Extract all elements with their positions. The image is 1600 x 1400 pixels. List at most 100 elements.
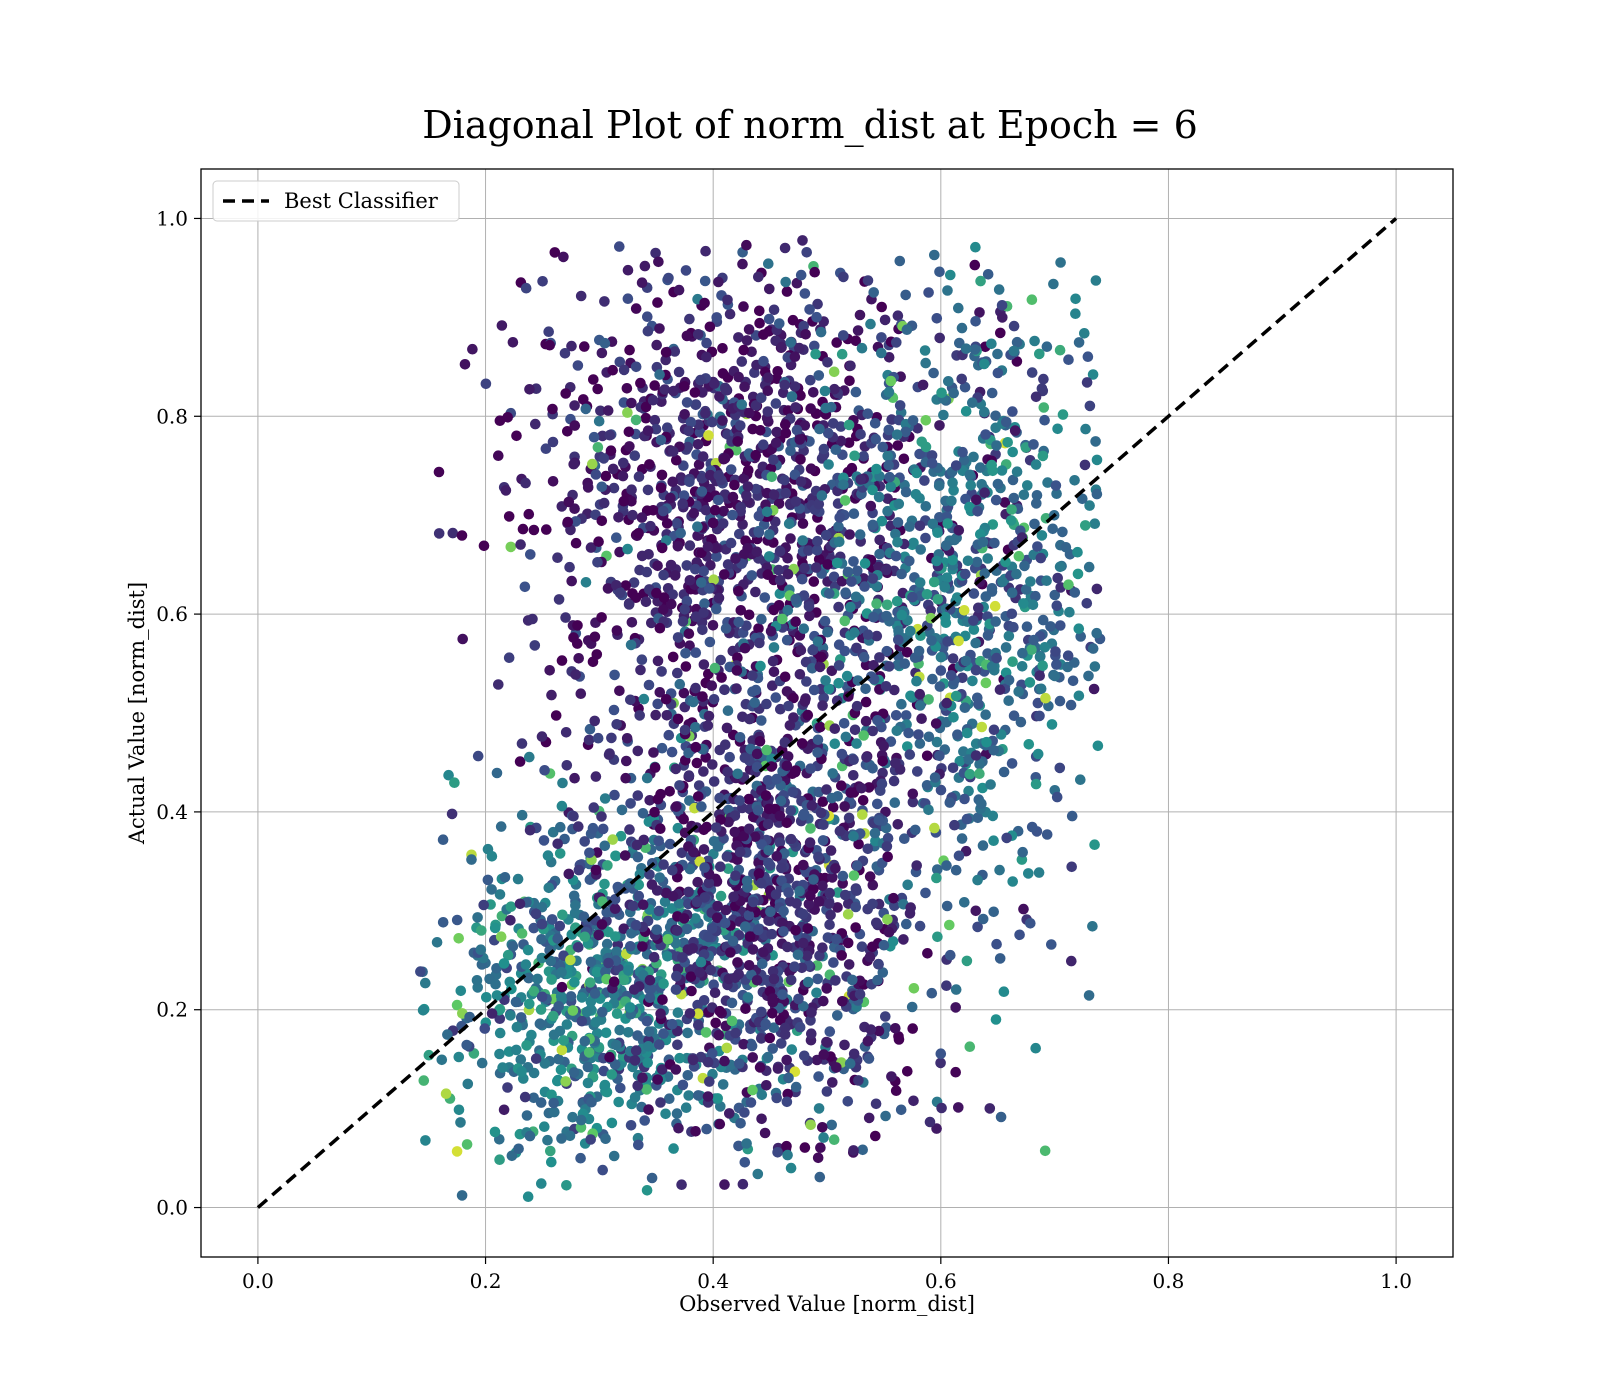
scatter-point: [1014, 929, 1025, 941]
scatter-point: [590, 771, 602, 782]
scatter-point: [870, 433, 882, 445]
scatter-point: [478, 899, 490, 911]
scatter-point: [824, 588, 835, 599]
scatter-point: [778, 905, 789, 917]
scatter-point: [1037, 614, 1049, 626]
scatter-point: [1046, 719, 1058, 730]
scatter-point: [1037, 660, 1048, 671]
scatter-point: [1041, 341, 1053, 353]
scatter-point: [896, 609, 908, 621]
scatter-point: [735, 605, 747, 616]
scatter-point: [743, 324, 755, 335]
scatter-point: [1063, 579, 1074, 590]
scatter-point: [535, 1097, 547, 1108]
scatter-point: [872, 974, 883, 986]
scatter-point: [783, 700, 794, 712]
scatter-point: [550, 710, 562, 721]
scatter-point: [742, 481, 754, 492]
scatter-point: [965, 480, 977, 491]
scatter-point: [663, 729, 675, 741]
x-tick-label: 0.4: [697, 1269, 729, 1293]
scatter-point: [893, 625, 904, 637]
scatter-point: [652, 560, 663, 572]
scatter-point: [830, 975, 841, 986]
scatter-point: [720, 739, 731, 750]
scatter-point: [1087, 369, 1099, 380]
scatter-point: [719, 569, 730, 580]
scatter-point: [750, 684, 762, 696]
scatter-point: [816, 651, 827, 663]
scatter-point: [932, 931, 943, 943]
scatter-point: [878, 939, 890, 951]
scatter-point: [507, 337, 519, 348]
scatter-point: [651, 924, 663, 935]
scatter-point: [923, 731, 935, 743]
scatter-point: [608, 482, 620, 494]
scatter-point: [638, 693, 650, 705]
scatter-point: [1066, 810, 1078, 822]
scatter-point: [687, 696, 699, 708]
scatter-point: [472, 750, 484, 762]
scatter-point: [684, 476, 695, 488]
scatter-point: [466, 854, 477, 865]
scatter-point: [812, 636, 824, 647]
scatter-point: [907, 591, 918, 603]
scatter-point: [610, 850, 621, 862]
scatter-point: [805, 1015, 816, 1026]
scatter-point: [823, 459, 834, 470]
scatter-point: [662, 951, 673, 962]
scatter-point: [914, 738, 926, 749]
scatter-point: [653, 905, 665, 917]
scatter-point: [660, 347, 672, 358]
scatter-point: [985, 779, 996, 790]
scatter-point: [722, 766, 733, 778]
scatter-point: [528, 985, 540, 997]
scatter-point: [821, 983, 832, 994]
scatter-point: [570, 669, 581, 680]
scatter-point: [587, 656, 599, 668]
scatter-point: [1029, 518, 1040, 530]
scatter-point: [781, 760, 793, 772]
scatter-point: [647, 394, 659, 406]
scatter-point: [671, 454, 682, 466]
scatter-point: [850, 591, 862, 603]
scatter-point: [701, 1123, 712, 1135]
scatter-point: [1038, 373, 1049, 385]
scatter-point: [780, 276, 791, 288]
scatter-point: [433, 528, 445, 539]
scatter-point: [990, 1014, 1002, 1025]
scatter-point: [926, 635, 937, 646]
scatter-point: [667, 476, 678, 488]
scatter-point: [770, 516, 781, 528]
scatter-point: [552, 552, 563, 563]
scatter-point: [729, 826, 741, 838]
scatter-point: [681, 560, 693, 571]
scatter-point: [970, 241, 981, 253]
scatter-point: [975, 275, 986, 287]
scatter-point: [821, 1036, 832, 1048]
scatter-point: [849, 627, 860, 638]
scatter-point: [697, 624, 708, 636]
scatter-point: [556, 981, 568, 993]
scatter-point: [695, 374, 706, 386]
x-tick-label: 0.8: [1153, 1269, 1185, 1293]
scatter-point: [681, 397, 693, 408]
scatter-point: [606, 1069, 618, 1080]
scatter-point: [503, 652, 515, 663]
scatter-point: [920, 357, 931, 369]
scatter-point: [596, 919, 608, 930]
scatter-point: [753, 510, 765, 522]
scatter-point: [945, 670, 957, 681]
scatter-point: [838, 718, 850, 729]
scatter-point: [698, 607, 709, 618]
scatter-point: [512, 873, 524, 885]
scatter-point: [828, 366, 840, 378]
scatter-point: [719, 1055, 730, 1067]
scatter-point: [586, 1096, 597, 1108]
scatter-point: [698, 565, 709, 577]
scatter-point: [516, 738, 528, 749]
scatter-point: [541, 524, 552, 535]
scatter-point: [615, 1082, 626, 1094]
scatter-point: [942, 636, 953, 647]
scatter-point: [1087, 643, 1099, 654]
